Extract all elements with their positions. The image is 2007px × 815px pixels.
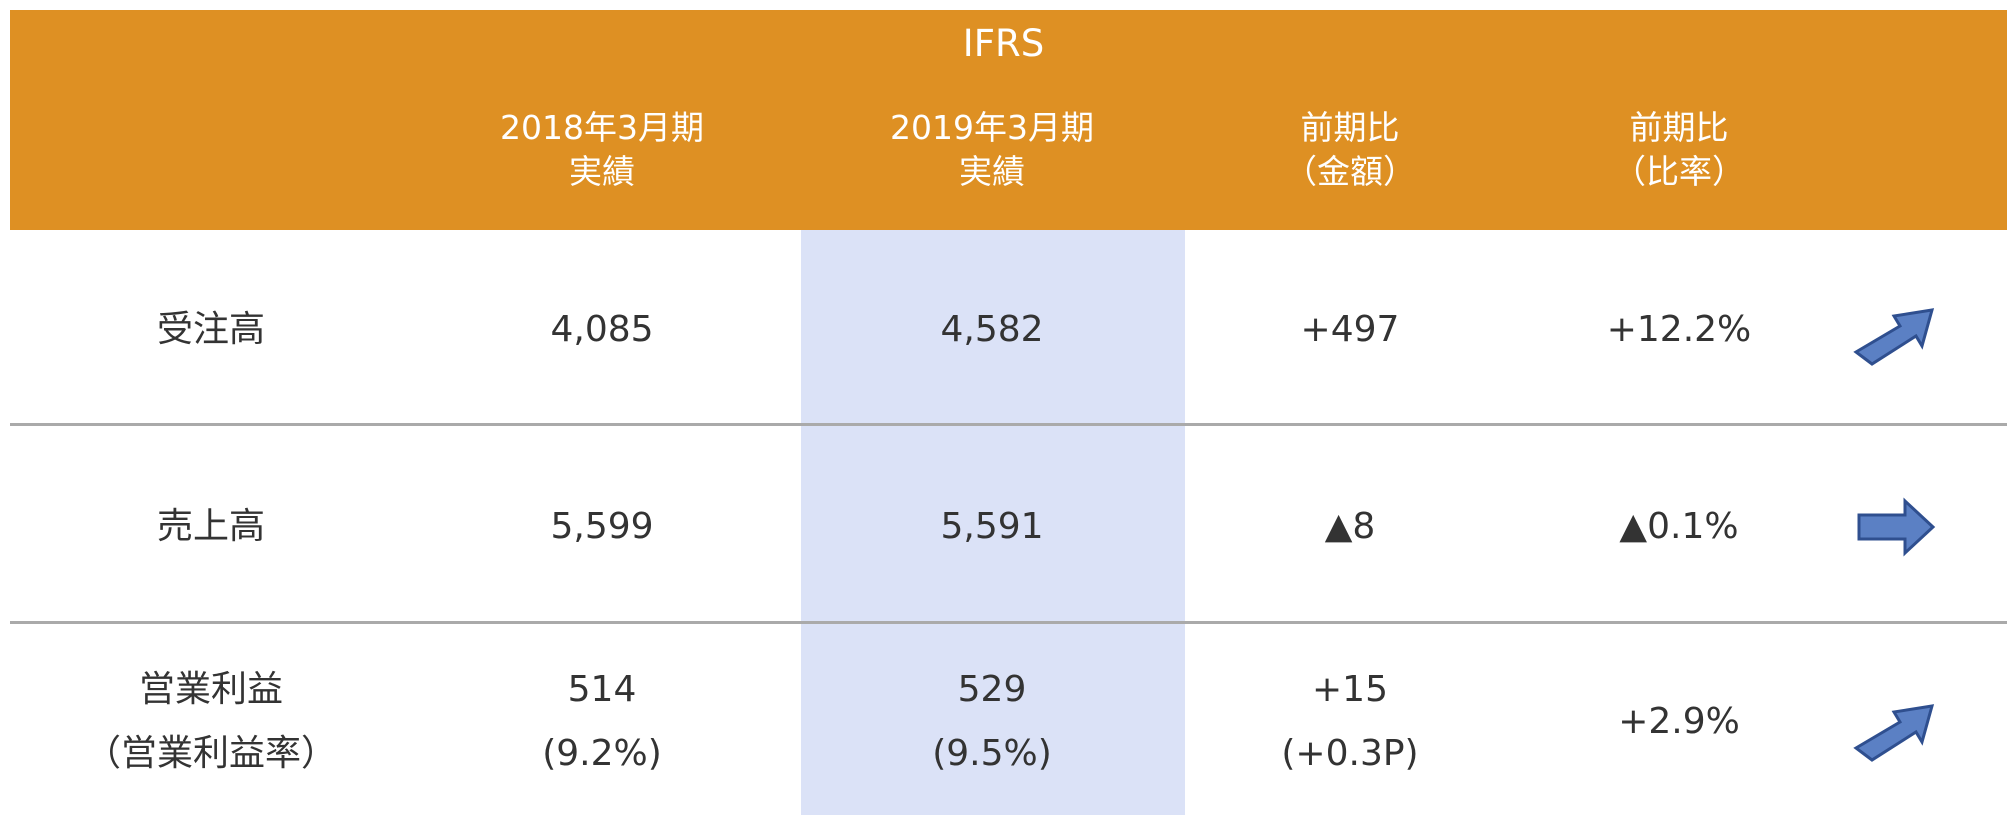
text-line: 売上高 xyxy=(156,506,265,547)
row-divider xyxy=(10,621,2007,624)
text-line: 4,085 xyxy=(550,309,654,350)
highlight-column xyxy=(801,230,1185,815)
text-line: (9.5%) xyxy=(932,733,1052,774)
row-label: 売上高 xyxy=(31,495,391,559)
arrow-up-right xyxy=(1853,308,1935,366)
text-line: 実績 xyxy=(959,152,1025,191)
column-header: 前期比 （金額） xyxy=(1170,106,1530,194)
text-line: +15 xyxy=(1312,669,1388,710)
arrow-up-right xyxy=(1853,704,1935,762)
text-line: 営業利益 xyxy=(138,669,283,710)
text-line: 5,599 xyxy=(550,506,654,547)
value-cell: +12.2% xyxy=(1499,298,1859,362)
value-cell: 5,591 xyxy=(812,495,1172,559)
value-cell: 5,599 xyxy=(422,495,782,559)
text-line: (+0.3P) xyxy=(1281,733,1419,774)
text-line: 529 xyxy=(957,669,1027,710)
text-line: （金額） xyxy=(1284,152,1416,191)
text-line: 4,582 xyxy=(940,309,1044,350)
text-line: +12.2% xyxy=(1606,309,1752,350)
text-line: 2018年3月期 xyxy=(500,108,704,147)
value-cell: 529 (9.5%) xyxy=(812,658,1172,786)
text-line: +497 xyxy=(1300,309,1400,350)
value-cell: ▲8 xyxy=(1170,495,1530,559)
value-cell: 4,582 xyxy=(812,298,1172,362)
arrow-right xyxy=(1857,497,1936,557)
text-line: 2019年3月期 xyxy=(890,108,1094,147)
text-line: 514 xyxy=(567,669,637,710)
text-line: 受注高 xyxy=(156,309,265,350)
value-cell: 4,085 xyxy=(422,298,782,362)
value-cell: +2.9% xyxy=(1499,690,1859,754)
value-cell: +497 xyxy=(1170,298,1530,362)
text-line: ▲8 xyxy=(1324,506,1376,547)
row-label: 受注高 xyxy=(31,298,391,362)
text-line: （比率） xyxy=(1613,152,1745,191)
value-cell: 514 (9.2%) xyxy=(422,658,782,786)
value-cell: ▲0.1% xyxy=(1499,495,1859,559)
text-line: 前期比 xyxy=(1300,108,1400,147)
value-cell: +15 (+0.3P) xyxy=(1170,658,1530,786)
text-line: 実績 xyxy=(569,152,635,191)
text-line: (9.2%) xyxy=(542,733,662,774)
column-header: 2018年3月期 実績 xyxy=(422,106,782,194)
text-line: ▲0.1% xyxy=(1619,506,1739,547)
text-line: 前期比 xyxy=(1629,108,1729,147)
column-header: 前期比 （比率） xyxy=(1499,106,1859,194)
header-band xyxy=(10,10,2007,230)
text-line: （営業利益率） xyxy=(84,733,337,774)
row-divider xyxy=(10,423,2007,426)
header-title: IFRS xyxy=(962,22,1045,65)
column-header: 2019年3月期 実績 xyxy=(812,106,1172,194)
row-label: 営業利益 （営業利益率） xyxy=(31,658,391,786)
text-line: +2.9% xyxy=(1618,701,1740,742)
text-line: 5,591 xyxy=(940,506,1044,547)
